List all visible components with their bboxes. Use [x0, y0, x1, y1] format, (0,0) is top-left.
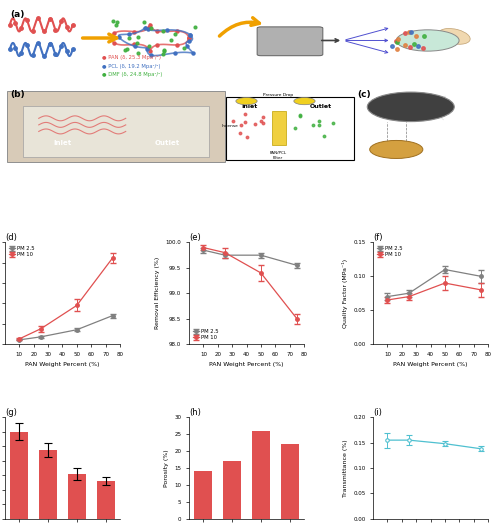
Text: ● PCL (δ, 19.2 Mpa¹/²): ● PCL (δ, 19.2 Mpa¹/²) — [102, 63, 160, 69]
Text: ● DMF (δ, 24.8 Mpa¹/²): ● DMF (δ, 24.8 Mpa¹/²) — [102, 72, 162, 77]
FancyBboxPatch shape — [23, 106, 210, 157]
Bar — [10, 432, 28, 519]
FancyBboxPatch shape — [272, 112, 285, 145]
Legend: PM 2.5, PM 10: PM 2.5, PM 10 — [7, 245, 35, 258]
Y-axis label: Porosity (%): Porosity (%) — [164, 449, 169, 487]
Text: PAN/PCL
Filter: PAN/PCL Filter — [269, 151, 286, 160]
Circle shape — [396, 30, 459, 51]
Text: (c): (c) — [357, 91, 371, 100]
Text: (g): (g) — [5, 408, 17, 417]
Bar — [68, 474, 86, 519]
Text: ● PAN (δ, 25.3 Mpa¹/²): ● PAN (δ, 25.3 Mpa¹/²) — [102, 56, 161, 60]
Bar — [97, 481, 115, 519]
FancyBboxPatch shape — [257, 27, 323, 56]
Circle shape — [367, 92, 454, 122]
X-axis label: PAN Weight Percent (%): PAN Weight Percent (%) — [25, 362, 100, 367]
Bar — [223, 461, 241, 519]
Legend: PM 2.5, PM 10: PM 2.5, PM 10 — [192, 328, 219, 341]
Text: Incense: Incense — [221, 124, 238, 127]
Text: Pressure Drop: Pressure Drop — [263, 93, 293, 97]
Text: (e): (e) — [189, 233, 201, 242]
Text: (b): (b) — [10, 91, 24, 100]
Text: Inlet: Inlet — [53, 139, 71, 146]
Text: (i): (i) — [373, 408, 382, 417]
Y-axis label: Quality Factor (MPa⁻¹): Quality Factor (MPa⁻¹) — [342, 259, 348, 328]
Text: Outlet: Outlet — [309, 104, 331, 110]
Bar — [194, 472, 211, 519]
Circle shape — [370, 140, 423, 158]
X-axis label: PAN Weight Percent (%): PAN Weight Percent (%) — [209, 362, 284, 367]
Bar — [39, 450, 57, 519]
Y-axis label: Removal Efficiency (%): Removal Efficiency (%) — [155, 257, 160, 330]
Ellipse shape — [438, 28, 470, 44]
Legend: PM 2.5, PM 10: PM 2.5, PM 10 — [376, 245, 403, 258]
Text: (f): (f) — [373, 233, 383, 242]
FancyBboxPatch shape — [226, 96, 354, 160]
Circle shape — [294, 97, 315, 105]
Y-axis label: Transmittance (%): Transmittance (%) — [343, 439, 348, 497]
Bar — [282, 444, 299, 519]
Text: (h): (h) — [189, 408, 201, 417]
Bar — [252, 431, 270, 519]
X-axis label: PAN Weight Percent (%): PAN Weight Percent (%) — [393, 362, 468, 367]
Text: Inlet: Inlet — [242, 104, 258, 110]
Text: (d): (d) — [5, 233, 17, 242]
Text: (a): (a) — [10, 10, 24, 19]
Text: Outlet: Outlet — [155, 139, 180, 146]
FancyBboxPatch shape — [7, 91, 225, 162]
Circle shape — [236, 97, 257, 105]
